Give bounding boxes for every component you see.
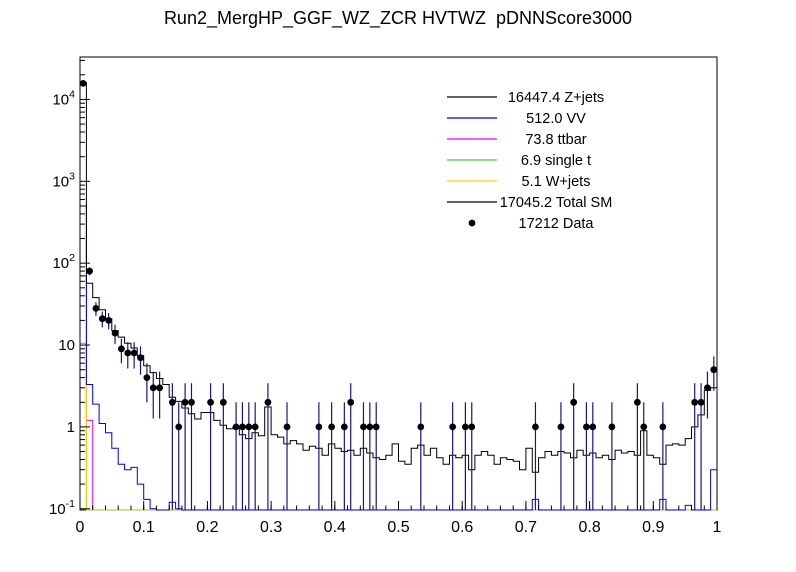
data-point-marker <box>124 349 132 357</box>
data-point-marker <box>360 423 367 431</box>
legend-entry-label: 6.9 single t <box>521 153 591 169</box>
ttbar-histogram <box>79 275 717 511</box>
data-point-marker <box>86 267 93 275</box>
data-point-marker <box>417 423 425 431</box>
x-tick-label: 0.6 <box>451 519 473 536</box>
x-tick-label: 0.3 <box>260 519 282 536</box>
y-tick-label: 103 <box>52 170 75 190</box>
x-tick-label: 0.9 <box>642 519 664 536</box>
legend-entry-label: 73.8 ttbar <box>525 132 586 148</box>
plot-title: Run2_MergHP_GGF_WZ_ZCR HVTWZ pDNNScore30… <box>163 8 633 28</box>
data-point-marker <box>347 398 355 406</box>
y-tick-label: 1 <box>67 419 75 436</box>
x-tick-label: 0.8 <box>578 519 600 536</box>
data-point-marker <box>315 423 323 431</box>
data-point-marker <box>328 423 336 431</box>
data-point-marker <box>608 423 616 431</box>
data-point-marker <box>640 423 648 431</box>
data-point-marker <box>245 423 253 431</box>
x-tick-label: 0 <box>76 519 85 536</box>
data-point-marker <box>340 423 348 431</box>
data-point-marker <box>704 384 711 392</box>
x-tick-label: 1 <box>713 519 722 536</box>
data-point-marker <box>143 374 151 381</box>
data-point-marker <box>283 423 291 431</box>
w+jets-histogram <box>79 369 718 511</box>
data-point-marker <box>264 398 272 406</box>
x-tick-label: 0.2 <box>196 519 218 536</box>
data-point-marker <box>697 398 705 406</box>
data-point-marker <box>137 354 144 362</box>
legend-entry-label: 17212 Data <box>519 216 595 232</box>
data-point-marker <box>532 423 539 431</box>
data-point-marker <box>589 423 597 431</box>
y-tick-label: 102 <box>52 252 75 272</box>
legend-entry-label: 5.1 W+jets <box>522 174 591 190</box>
plot-frame <box>79 56 718 511</box>
data-point-marker <box>149 384 157 392</box>
data-point-marker <box>175 423 183 431</box>
data-point-marker <box>105 317 113 324</box>
data-point-marker <box>118 345 125 353</box>
data-point-marker <box>168 398 176 406</box>
data-point-marker <box>111 329 119 337</box>
data-point-marker <box>557 423 565 431</box>
legend-entry-label: 17045.2 Total SM <box>500 195 613 211</box>
data-point-marker <box>570 398 578 406</box>
data-point-marker <box>633 398 641 406</box>
data-point-marker <box>372 423 380 431</box>
data-point-marker <box>156 384 164 392</box>
x-tick-label: 0.1 <box>133 519 155 536</box>
data-point-marker <box>251 423 259 431</box>
data-point-marker <box>207 398 214 406</box>
data-point-marker <box>710 366 718 374</box>
data-point-marker <box>659 423 667 431</box>
x-tick-label: 0.5 <box>387 519 409 536</box>
x-tick-label: 0.7 <box>515 519 537 536</box>
y-tick-label: 104 <box>52 88 75 108</box>
data-point-marker <box>92 305 100 312</box>
data-point-marker <box>468 423 476 431</box>
legend-swatch-marker <box>468 219 476 227</box>
data-point-marker <box>461 423 469 431</box>
data-point-marker <box>219 398 227 406</box>
data-point-marker <box>366 423 374 431</box>
data-point-marker <box>239 423 246 431</box>
total-sm-histogram <box>79 82 718 510</box>
data-point-marker <box>130 349 138 357</box>
data-point-marker <box>98 315 106 323</box>
data-point-marker <box>691 398 699 406</box>
data-point-marker <box>188 398 195 406</box>
data-point-marker <box>181 398 189 406</box>
y-tick-label: 10-1 <box>49 498 75 518</box>
vv-histogram <box>79 205 718 511</box>
data-point-marker <box>232 423 240 431</box>
data-point-marker <box>583 423 590 431</box>
y-tick-label: 10 <box>58 337 75 354</box>
legend-entry-label: 16447.4 Z+jets <box>508 90 604 106</box>
data-point-marker <box>449 423 457 431</box>
data-point-marker <box>79 80 87 87</box>
x-tick-label: 0.4 <box>324 519 346 536</box>
legend-entry-label: 512.0 VV <box>526 111 586 127</box>
